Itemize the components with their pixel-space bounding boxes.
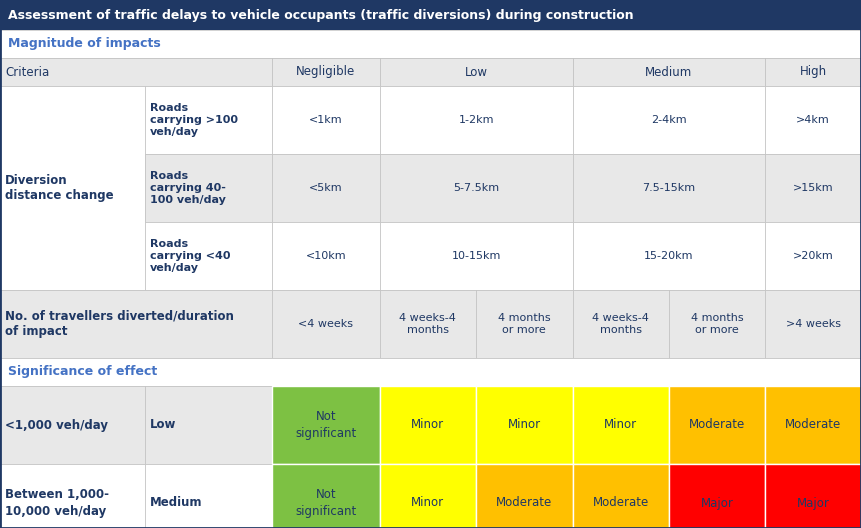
Text: Not
significant: Not significant [295,410,356,439]
Bar [573,222,765,290]
Bar [272,464,380,528]
Bar [380,290,476,358]
Bar [145,86,272,154]
Text: Moderate: Moderate [496,496,553,510]
Text: <10km: <10km [306,251,346,261]
Bar [669,464,765,528]
Text: Negligible: Negligible [296,65,356,79]
Bar [380,222,573,290]
Text: >4 weeks: >4 weeks [786,319,840,329]
Bar [765,290,861,358]
Text: 7.5-15km: 7.5-15km [642,183,696,193]
Text: <4 weeks: <4 weeks [299,319,353,329]
Text: 2-4km: 2-4km [651,115,687,125]
Bar [765,464,861,528]
Bar [765,86,861,154]
Text: No. of travellers diverted/duration
of impact: No. of travellers diverted/duration of i… [5,309,234,338]
Text: Criteria: Criteria [5,65,49,79]
Text: Low: Low [150,419,176,431]
Text: Minor: Minor [508,419,541,431]
Bar [573,464,669,528]
Text: Low: Low [465,65,487,79]
Bar [573,386,669,464]
Bar [476,290,573,358]
Text: Assessment of traffic delays to vehicle occupants (traffic diversions) during co: Assessment of traffic delays to vehicle … [8,8,634,22]
Bar [573,290,669,358]
Text: 1-2km: 1-2km [458,115,494,125]
Bar [0,0,861,30]
Bar [380,386,476,464]
Bar [145,154,272,222]
Text: Between 1,000-
10,000 veh/day: Between 1,000- 10,000 veh/day [5,488,109,517]
Bar [272,58,380,86]
Bar [476,464,573,528]
Text: Roads
carrying 40-
100 veh/day: Roads carrying 40- 100 veh/day [150,171,226,205]
Bar [0,86,145,290]
Text: 4 months
or more: 4 months or more [691,313,744,335]
Text: 4 months
or more: 4 months or more [498,313,551,335]
Bar [669,386,765,464]
Text: Roads
carrying <40
veh/day: Roads carrying <40 veh/day [150,239,230,274]
Bar [765,154,861,222]
Text: Minor: Minor [412,496,444,510]
Text: Significance of effect: Significance of effect [8,365,158,379]
Bar [272,86,380,154]
Text: >20km: >20km [793,251,833,261]
Bar [0,30,861,58]
Text: 4 weeks-4
months: 4 weeks-4 months [400,313,456,335]
Bar [0,290,272,358]
Text: <1km: <1km [309,115,343,125]
Bar [765,386,861,464]
Bar [0,358,861,386]
Text: Magnitude of impacts: Magnitude of impacts [8,37,161,51]
Bar [573,86,765,154]
Bar [272,154,380,222]
Text: Minor: Minor [412,419,444,431]
Bar [380,58,573,86]
Bar [380,86,573,154]
Text: Medium: Medium [150,496,202,510]
Text: 5-7.5km: 5-7.5km [453,183,499,193]
Text: <5km: <5km [309,183,343,193]
Bar [573,154,765,222]
Bar [272,222,380,290]
Text: Not
significant: Not significant [295,488,356,517]
Bar [476,386,573,464]
Bar [272,386,380,464]
Text: Major: Major [701,496,734,510]
Bar [573,58,765,86]
Bar [0,58,861,86]
Text: Moderate: Moderate [592,496,649,510]
Text: Medium: Medium [646,65,692,79]
Text: Moderate: Moderate [785,419,841,431]
Bar [0,386,145,464]
Bar [380,464,476,528]
Text: 10-15km: 10-15km [451,251,501,261]
Bar [145,464,272,528]
Text: Minor: Minor [604,419,637,431]
Text: Diversion
distance change: Diversion distance change [5,174,114,203]
Bar [272,290,380,358]
Bar [765,222,861,290]
Text: >15km: >15km [793,183,833,193]
Text: High: High [800,65,827,79]
Bar [0,464,145,528]
Bar [765,58,861,86]
Text: Moderate: Moderate [689,419,746,431]
Bar [669,290,765,358]
Text: >4km: >4km [796,115,830,125]
Bar [0,58,272,86]
Text: 15-20km: 15-20km [644,251,694,261]
Text: Major: Major [796,496,830,510]
Text: Roads
carrying >100
veh/day: Roads carrying >100 veh/day [150,102,238,137]
Bar [380,154,573,222]
Text: <1,000 veh/day: <1,000 veh/day [5,419,108,431]
Bar [145,222,272,290]
Bar [145,386,272,464]
Text: 4 weeks-4
months: 4 weeks-4 months [592,313,649,335]
